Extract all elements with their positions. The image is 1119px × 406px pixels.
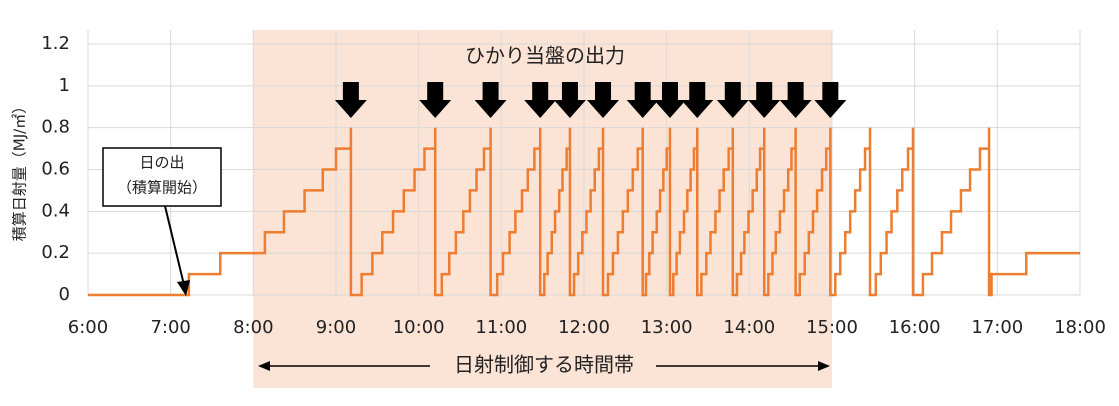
x-tick-label: 9:00 <box>316 317 356 338</box>
output-arrow <box>716 82 749 118</box>
control-period-label: 日射制御する時間帯 <box>454 353 634 377</box>
period-arrowhead <box>258 361 270 371</box>
output-arrow <box>626 82 659 118</box>
y-tick-label: 0.6 <box>41 159 70 180</box>
y-tick-label: 0 <box>59 284 70 305</box>
y-axis-label: 積算日射量（MJ/㎡） <box>11 99 29 241</box>
output-arrow <box>474 82 507 118</box>
output-arrow <box>587 82 620 118</box>
sunrise-callout <box>102 147 222 207</box>
output-arrow <box>748 82 781 118</box>
period-arrowhead <box>818 361 830 371</box>
x-tick-label: 10:00 <box>393 317 445 338</box>
y-tick-label: 0.8 <box>41 117 70 138</box>
output-arrow <box>653 82 686 118</box>
x-tick-label: 11:00 <box>475 317 527 338</box>
x-tick-label: 6:00 <box>68 317 108 338</box>
output-annotation: ひかり当盤の出力 <box>465 44 625 68</box>
radiation-line <box>88 127 1080 297</box>
sunrise-label: 日の出 <box>139 154 184 172</box>
sunrise-label: （積算開始） <box>117 179 207 197</box>
output-arrow <box>334 82 367 118</box>
output-arrow <box>681 82 714 118</box>
output-arrow <box>553 82 586 118</box>
x-tick-label: 15:00 <box>806 317 858 338</box>
x-tick-label: 16:00 <box>889 317 941 338</box>
output-arrow <box>814 82 847 118</box>
y-tick-label: 1.2 <box>41 33 70 54</box>
x-tick-label: 13:00 <box>641 317 693 338</box>
y-tick-label: 1 <box>59 75 70 96</box>
callout-pointer <box>164 205 185 286</box>
y-tick-label: 0.2 <box>41 242 70 263</box>
x-tick-label: 17:00 <box>971 317 1023 338</box>
output-arrow <box>419 82 452 118</box>
callout-arrowhead <box>177 280 190 296</box>
x-tick-label: 18:00 <box>1054 317 1106 338</box>
y-tick-label: 0.4 <box>41 200 70 221</box>
output-arrow <box>779 82 812 118</box>
x-tick-label: 7:00 <box>150 317 190 338</box>
x-tick-label: 8:00 <box>233 317 273 338</box>
x-tick-label: 12:00 <box>558 317 610 338</box>
x-tick-label: 14:00 <box>723 317 775 338</box>
output-arrow <box>524 82 557 118</box>
